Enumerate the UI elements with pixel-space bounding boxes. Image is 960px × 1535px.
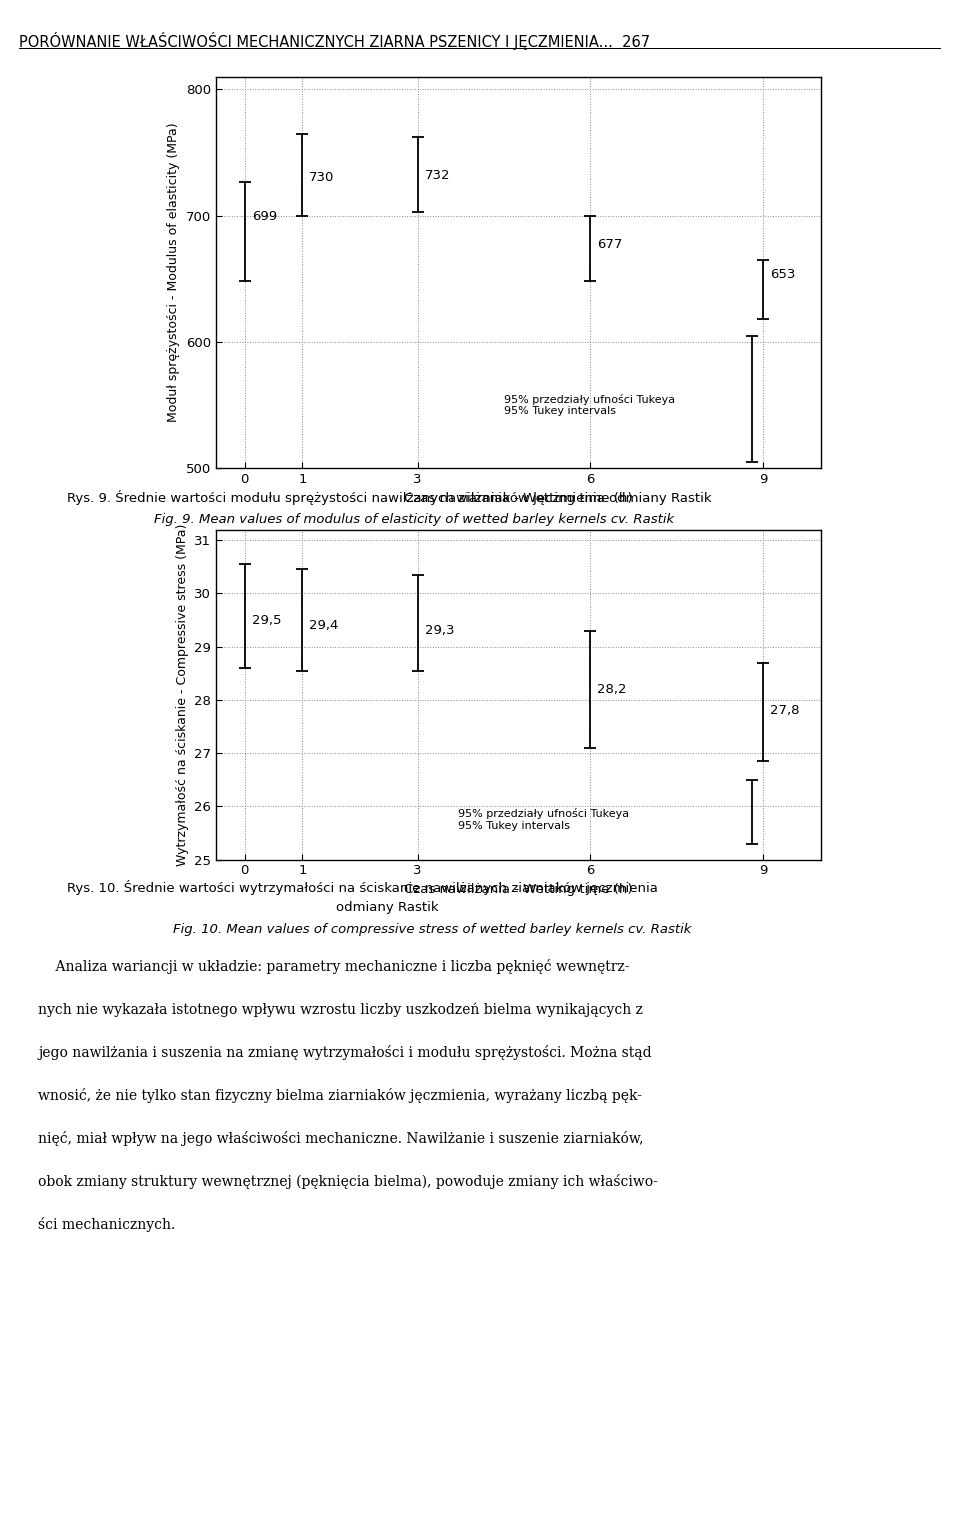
- Y-axis label: Wytrzymałość na ściskanie - Compressive stress (MPa): Wytrzymałość na ściskanie - Compressive …: [176, 523, 188, 866]
- Text: 730: 730: [309, 172, 335, 184]
- Text: jego nawilżania i suszenia na zmianę wytrzymałości i modułu sprężystości. Można : jego nawilżania i suszenia na zmianę wyt…: [38, 1045, 652, 1061]
- Text: 29,3: 29,3: [424, 625, 454, 637]
- Text: 29,4: 29,4: [309, 619, 339, 632]
- Text: 732: 732: [424, 169, 450, 181]
- X-axis label: Czas nawilżania - Wetting time (h): Czas nawilżania - Wetting time (h): [404, 883, 633, 896]
- Text: 28,2: 28,2: [597, 683, 627, 695]
- Text: Fig. 9. Mean values of modulus of elasticity of wetted barley kernels cv. Rastik: Fig. 9. Mean values of modulus of elasti…: [154, 513, 674, 525]
- Text: 677: 677: [597, 238, 623, 252]
- X-axis label: Czas nawilżania - Wetting time (h): Czas nawilżania - Wetting time (h): [404, 491, 633, 505]
- Text: 699: 699: [252, 210, 276, 224]
- Text: wnosić, że nie tylko stan fizyczny bielma ziarniaków jęczmienia, wyrażany liczbą: wnosić, że nie tylko stan fizyczny bielm…: [38, 1088, 642, 1104]
- Text: 29,5: 29,5: [252, 614, 281, 626]
- Text: Rys. 10. Średnie wartości wytrzymałości na ściskanie nawilżanych ziarniaków jęcz: Rys. 10. Średnie wartości wytrzymałości …: [67, 880, 658, 895]
- Text: Fig. 10. Mean values of compressive stress of wetted barley kernels cv. Rastik: Fig. 10. Mean values of compressive stre…: [173, 923, 691, 935]
- Text: Rys. 9. Średnie wartości modułu sprężystości nawilżanych ziarniaków jęczmienia o: Rys. 9. Średnie wartości modułu sprężyst…: [67, 490, 711, 505]
- Text: 95% przedziały ufności Tukeya
95% Tukey intervals: 95% przedziały ufności Tukeya 95% Tukey …: [504, 394, 675, 416]
- Text: 653: 653: [770, 269, 796, 281]
- Text: nięć, miał wpływ na jego właściwości mechaniczne. Nawilżanie i suszenie ziarniak: nięć, miał wpływ na jego właściwości mec…: [38, 1131, 644, 1147]
- Text: nych nie wykazała istotnego wpływu wzrostu liczby uszkodzeń bielma wynikających : nych nie wykazała istotnego wpływu wzros…: [38, 1002, 643, 1016]
- Y-axis label: Moduł sprężystości - Modulus of elasticity (MPa): Moduł sprężystości - Modulus of elastici…: [167, 123, 180, 422]
- Text: ści mechanicznych.: ści mechanicznych.: [38, 1217, 176, 1233]
- Text: PORÓWNANIE WŁAŚCIWOŚCI MECHANICZNYCH ZIARNA PSZENICY I JĘCZMIENIA...  267: PORÓWNANIE WŁAŚCIWOŚCI MECHANICZNYCH ZIA…: [19, 32, 650, 51]
- Text: 27,8: 27,8: [770, 705, 800, 717]
- Text: 95% przedziały ufności Tukeya
95% Tukey intervals: 95% przedziały ufności Tukeya 95% Tukey …: [458, 809, 629, 830]
- Text: Analiza wariancji w układzie: parametry mechaniczne i liczba pęknięć wewnętrz-: Analiza wariancji w układzie: parametry …: [38, 959, 630, 975]
- Text: obok zmiany struktury wewnętrznej (pęknięcia bielma), powoduje zmiany ich właści: obok zmiany struktury wewnętrznej (pękni…: [38, 1174, 659, 1190]
- Text: odmiany Rastik: odmiany Rastik: [336, 901, 439, 913]
